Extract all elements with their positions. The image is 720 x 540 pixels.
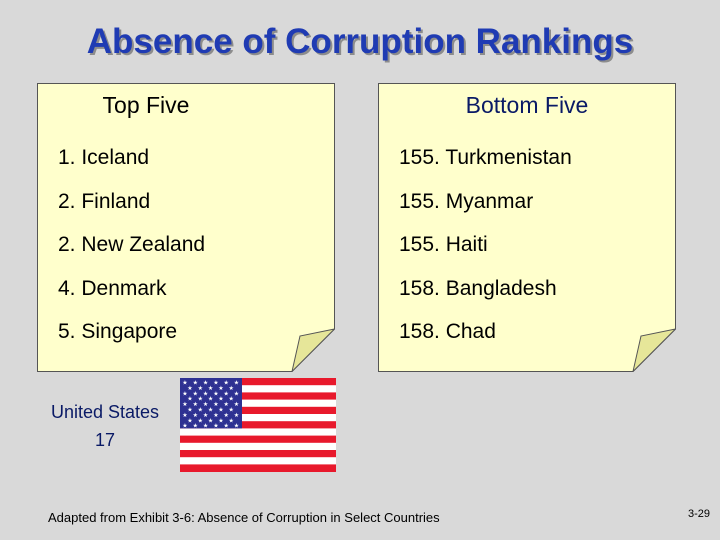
flag-star: ★ [218, 385, 223, 392]
flag-star: ★ [203, 390, 208, 397]
flag-star: ★ [182, 423, 187, 430]
us-country-name: United States [50, 402, 160, 422]
flag-star: ★ [218, 396, 223, 403]
flag-star: ★ [198, 396, 203, 403]
top-five-list: 1. Iceland 2. Finland 2. New Zealand 4. … [58, 146, 205, 364]
flag-star: ★ [193, 423, 198, 430]
list-item: 155. Haiti [399, 233, 488, 256]
flag-star: ★ [229, 385, 234, 392]
flag-star: ★ [218, 417, 223, 424]
flag-star: ★ [187, 417, 192, 424]
flag-star: ★ [234, 390, 239, 397]
flag-star: ★ [208, 396, 213, 403]
list-item: 158. Bangladesh [399, 276, 557, 300]
flag-star: ★ [224, 423, 229, 430]
list-item: 1. Iceland [58, 146, 150, 169]
flag-star: ★ [193, 412, 198, 419]
flag-star: ★ [224, 390, 229, 397]
flag-star: ★ [229, 407, 234, 414]
flag-star: ★ [198, 417, 203, 424]
bottom-five-header: Bottom Five [465, 92, 589, 118]
flag-star: ★ [213, 412, 218, 419]
flag-star: ★ [234, 380, 239, 387]
flag-star: ★ [234, 423, 239, 430]
flag-star: ★ [182, 380, 187, 387]
flag-star: ★ [208, 385, 213, 392]
bottom-five-list: 155. Turkmenistan 155. Myanmar 155. Hait… [399, 146, 572, 364]
page-number: 3-29 [688, 508, 711, 520]
flag-star: ★ [198, 385, 203, 392]
flag-star: ★ [229, 396, 234, 403]
flag-star: ★ [224, 401, 229, 408]
flag-star: ★ [234, 401, 239, 408]
sticky-note-paper [378, 83, 676, 372]
flag-star: ★ [203, 423, 208, 430]
us-rank-value: 17 [94, 430, 116, 450]
flag-star: ★ [198, 407, 203, 414]
flag-star: ★ [213, 380, 218, 387]
list-item: 155. Turkmenistan [399, 146, 572, 169]
flag-star: ★ [182, 401, 187, 408]
flag-star: ★ [193, 390, 198, 397]
list-item: 2. Finland [58, 189, 151, 213]
sticky-note-paper [37, 83, 335, 372]
flag-star: ★ [203, 412, 208, 419]
flag-star: ★ [224, 380, 229, 387]
top-five-header: Top Five [102, 92, 190, 118]
us-flag-icon: ★ ★ ★ ★ ★ ★★ ★ ★ ★ ★★ ★ ★ ★ ★ ★★ ★ ★ ★ ★★ ★ ★ ★ ★ ★★ ★ ★ ★ ★★ ★ ★ ★ ★ ★★… [180, 378, 336, 472]
flag-star: ★ [208, 407, 213, 414]
top-five-note: Top Five 1. Iceland 2. Finland 2. New Ze… [37, 83, 335, 372]
flag-star: ★ [193, 401, 198, 408]
flag-star: ★ [187, 385, 192, 392]
list-item: 2. New Zealand [58, 233, 206, 256]
flag-star: ★ [182, 412, 187, 419]
flag-star: ★ [213, 401, 218, 408]
flag-star: ★ [213, 390, 218, 397]
flag-star: ★ [182, 390, 187, 397]
flag-star: ★ [208, 417, 213, 424]
slide-title: Absence of Corruption Rankings [86, 22, 634, 61]
list-item: 5. Singapore [58, 320, 178, 343]
flag-star: ★ [218, 407, 223, 414]
source-citation: Adapted from Exhibit 3-6: Absence of Cor… [48, 510, 440, 525]
flag-star: ★ [234, 412, 239, 419]
flag-star: ★ [229, 417, 234, 424]
flag-star: ★ [213, 423, 218, 430]
list-item: 158. Chad [399, 320, 496, 343]
flag-star: ★ [203, 401, 208, 408]
flag-star: ★ [193, 380, 198, 387]
us-ranking-label: United States 17 [30, 398, 180, 454]
flag-star: ★ [203, 380, 208, 387]
bottom-five-note: Bottom Five 155. Turkmenistan 155. Myanm… [378, 83, 676, 372]
list-item: 155. Myanmar [399, 189, 534, 213]
flag-star: ★ [224, 412, 229, 419]
flag-star: ★ [187, 407, 192, 414]
list-item: 4. Denmark [58, 276, 167, 300]
flag-star: ★ [187, 396, 192, 403]
